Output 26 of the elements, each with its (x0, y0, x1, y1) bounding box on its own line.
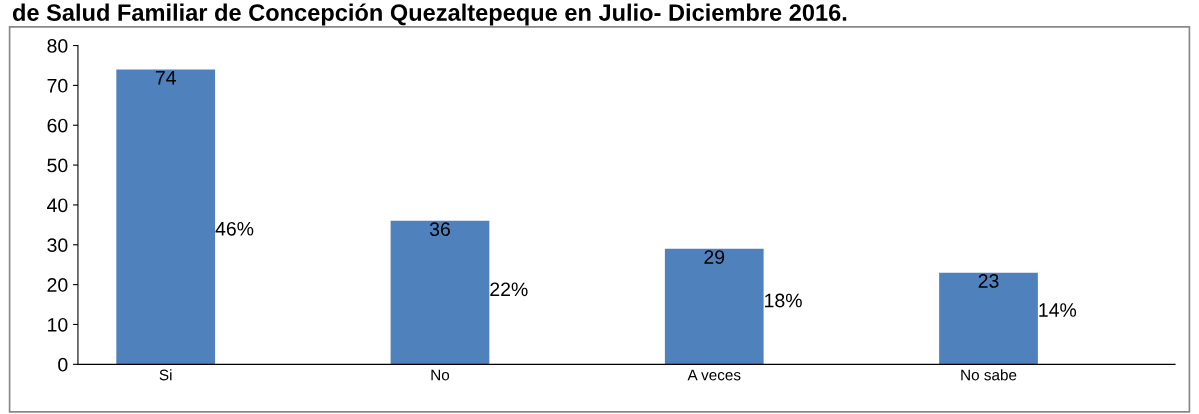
y-tick-label: 70 (47, 78, 68, 93)
y-tick-label: 0 (58, 357, 68, 372)
data-label: 36 (429, 222, 450, 237)
data-label: 29 (704, 250, 725, 264)
x-tick-label: Si (159, 369, 172, 381)
bar (664, 248, 764, 365)
x-tick-label: No (431, 369, 450, 381)
y-tick-label: 60 (47, 118, 68, 133)
annotation: 22% (490, 282, 528, 297)
bar (390, 220, 490, 365)
y-tick-label: 80 (47, 39, 68, 53)
x-tick-label: A veces (687, 369, 741, 381)
bar (116, 69, 216, 365)
data-label: 23 (978, 274, 999, 288)
y-tick-label: 30 (47, 238, 68, 253)
y-tick-label: 20 (47, 278, 68, 292)
annotation: 18% (765, 293, 802, 308)
bar (939, 272, 1038, 365)
y-tick-label: 10 (48, 317, 68, 332)
y-tick-label: 40 (47, 198, 68, 213)
chart-title: de Salud Familiar de Concepción Quezaltepeque en Julio- Diciembre 2016. (12, 3, 847, 26)
data-label: 74 (155, 71, 176, 85)
annotation: 46% (215, 221, 254, 236)
annotation: 14% (1039, 303, 1077, 317)
x-tick-label: No sabe (961, 369, 1017, 381)
y-tick-label: 50 (47, 158, 68, 173)
